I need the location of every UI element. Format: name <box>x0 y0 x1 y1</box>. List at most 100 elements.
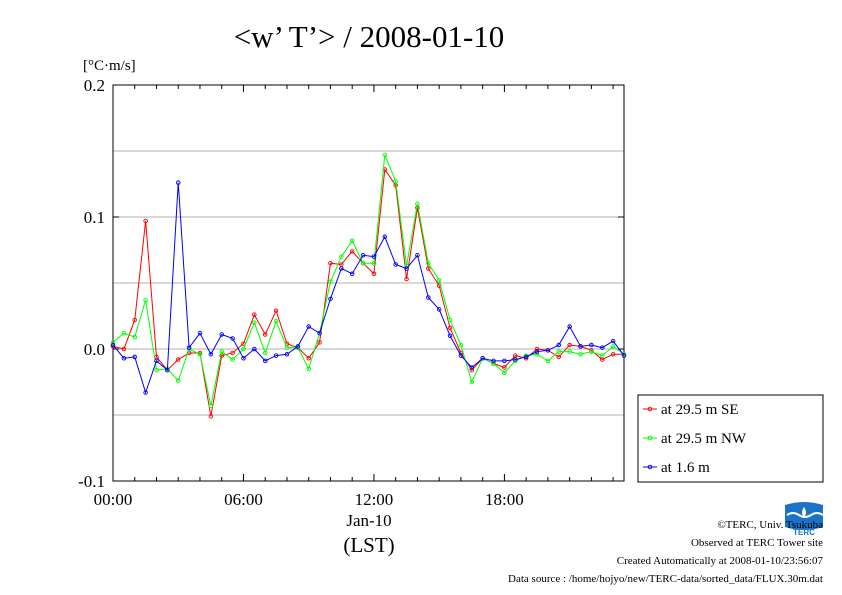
data-point <box>447 333 453 339</box>
data-point <box>600 353 605 358</box>
series-2 <box>110 152 627 409</box>
legend-swatch-marker <box>647 435 653 441</box>
data-point <box>578 352 583 357</box>
data-point <box>426 295 431 300</box>
data-point <box>447 317 453 323</box>
data-point <box>295 344 301 349</box>
data-point <box>328 260 333 266</box>
data-point <box>339 254 344 259</box>
data-point <box>317 340 322 345</box>
observed-text: Observed at TERC Tower site <box>690 537 823 549</box>
created-text: Created Automatically at 2008-01-10/23:5… <box>616 555 823 567</box>
data-point <box>534 352 540 357</box>
data-point <box>143 390 148 395</box>
data-point <box>469 365 475 370</box>
data-point <box>197 352 203 357</box>
data-point <box>230 350 235 356</box>
data-point <box>121 330 127 336</box>
data-point <box>502 365 507 370</box>
legend-swatch-marker <box>647 406 653 412</box>
data-point <box>415 201 420 207</box>
data-point <box>545 358 551 364</box>
data-point <box>567 324 572 329</box>
data-point <box>349 238 355 244</box>
data-point <box>491 358 496 364</box>
data-point <box>306 324 311 329</box>
data-point <box>360 253 366 258</box>
data-point <box>230 336 235 341</box>
data-point <box>241 346 246 352</box>
data-point <box>578 344 583 349</box>
data-point <box>447 325 453 331</box>
data-point <box>469 367 475 373</box>
data-point <box>328 296 333 302</box>
logo-text: TERC <box>793 528 815 537</box>
data-point <box>567 349 572 354</box>
data-point <box>230 357 235 362</box>
data-point <box>132 317 137 323</box>
data-point <box>208 414 214 419</box>
data-point <box>165 367 170 373</box>
data-point <box>600 345 605 350</box>
data-point <box>567 342 572 348</box>
data-point <box>143 218 148 224</box>
series-3 <box>110 180 627 395</box>
data-point <box>491 361 496 366</box>
data-point <box>175 378 181 383</box>
y-axis-label: [°C·m/s] <box>83 58 136 74</box>
data-point <box>436 278 442 283</box>
data-point <box>382 152 388 158</box>
copyright-text: ©TERC, Univ. Tsukuba <box>717 519 823 531</box>
y-tick-label: 0.2 <box>84 76 105 95</box>
data-point <box>393 262 398 267</box>
data-point <box>371 260 377 266</box>
data-point <box>132 354 137 360</box>
plot-area <box>112 84 625 482</box>
data-point <box>556 349 562 354</box>
data-point <box>219 332 224 337</box>
data-point <box>589 342 594 348</box>
data-point <box>252 320 257 325</box>
data-point <box>610 344 616 349</box>
data-point <box>328 279 333 284</box>
data-point <box>252 312 257 317</box>
data-point <box>404 276 409 282</box>
data-point <box>121 346 127 352</box>
data-series <box>110 152 627 419</box>
legend: at 29.5 m SE at 29.5 m NW at 1.6 m <box>637 394 824 483</box>
data-point <box>317 330 322 336</box>
legend-box <box>637 394 824 483</box>
series-line <box>112 168 624 417</box>
data-point <box>513 357 518 362</box>
data-point <box>523 354 529 360</box>
data-point <box>284 352 290 357</box>
data-point <box>273 308 279 313</box>
data-point <box>404 266 409 271</box>
x-tick-label: 12:00 <box>355 490 394 509</box>
x-tick-label: 06:00 <box>224 490 263 509</box>
data-point <box>621 353 627 358</box>
data-point <box>219 349 224 354</box>
data-point <box>262 350 268 356</box>
data-point <box>349 271 355 277</box>
legend-label: at 1.6 m <box>661 460 710 476</box>
data-point <box>349 249 355 254</box>
data-point <box>284 345 290 350</box>
data-point <box>110 342 116 348</box>
data-point <box>262 332 268 337</box>
data-point <box>154 358 159 364</box>
data-point <box>502 358 507 364</box>
data-point <box>556 354 562 360</box>
data-point <box>186 345 192 350</box>
data-point <box>534 346 540 352</box>
data-point <box>426 266 431 271</box>
data-point <box>252 346 257 352</box>
data-point <box>339 266 344 271</box>
data-point <box>502 370 507 376</box>
data-point <box>610 338 616 344</box>
data-point <box>110 340 116 345</box>
legend-swatch-marker <box>647 464 653 470</box>
data-point <box>360 260 366 266</box>
data-point <box>610 352 616 357</box>
